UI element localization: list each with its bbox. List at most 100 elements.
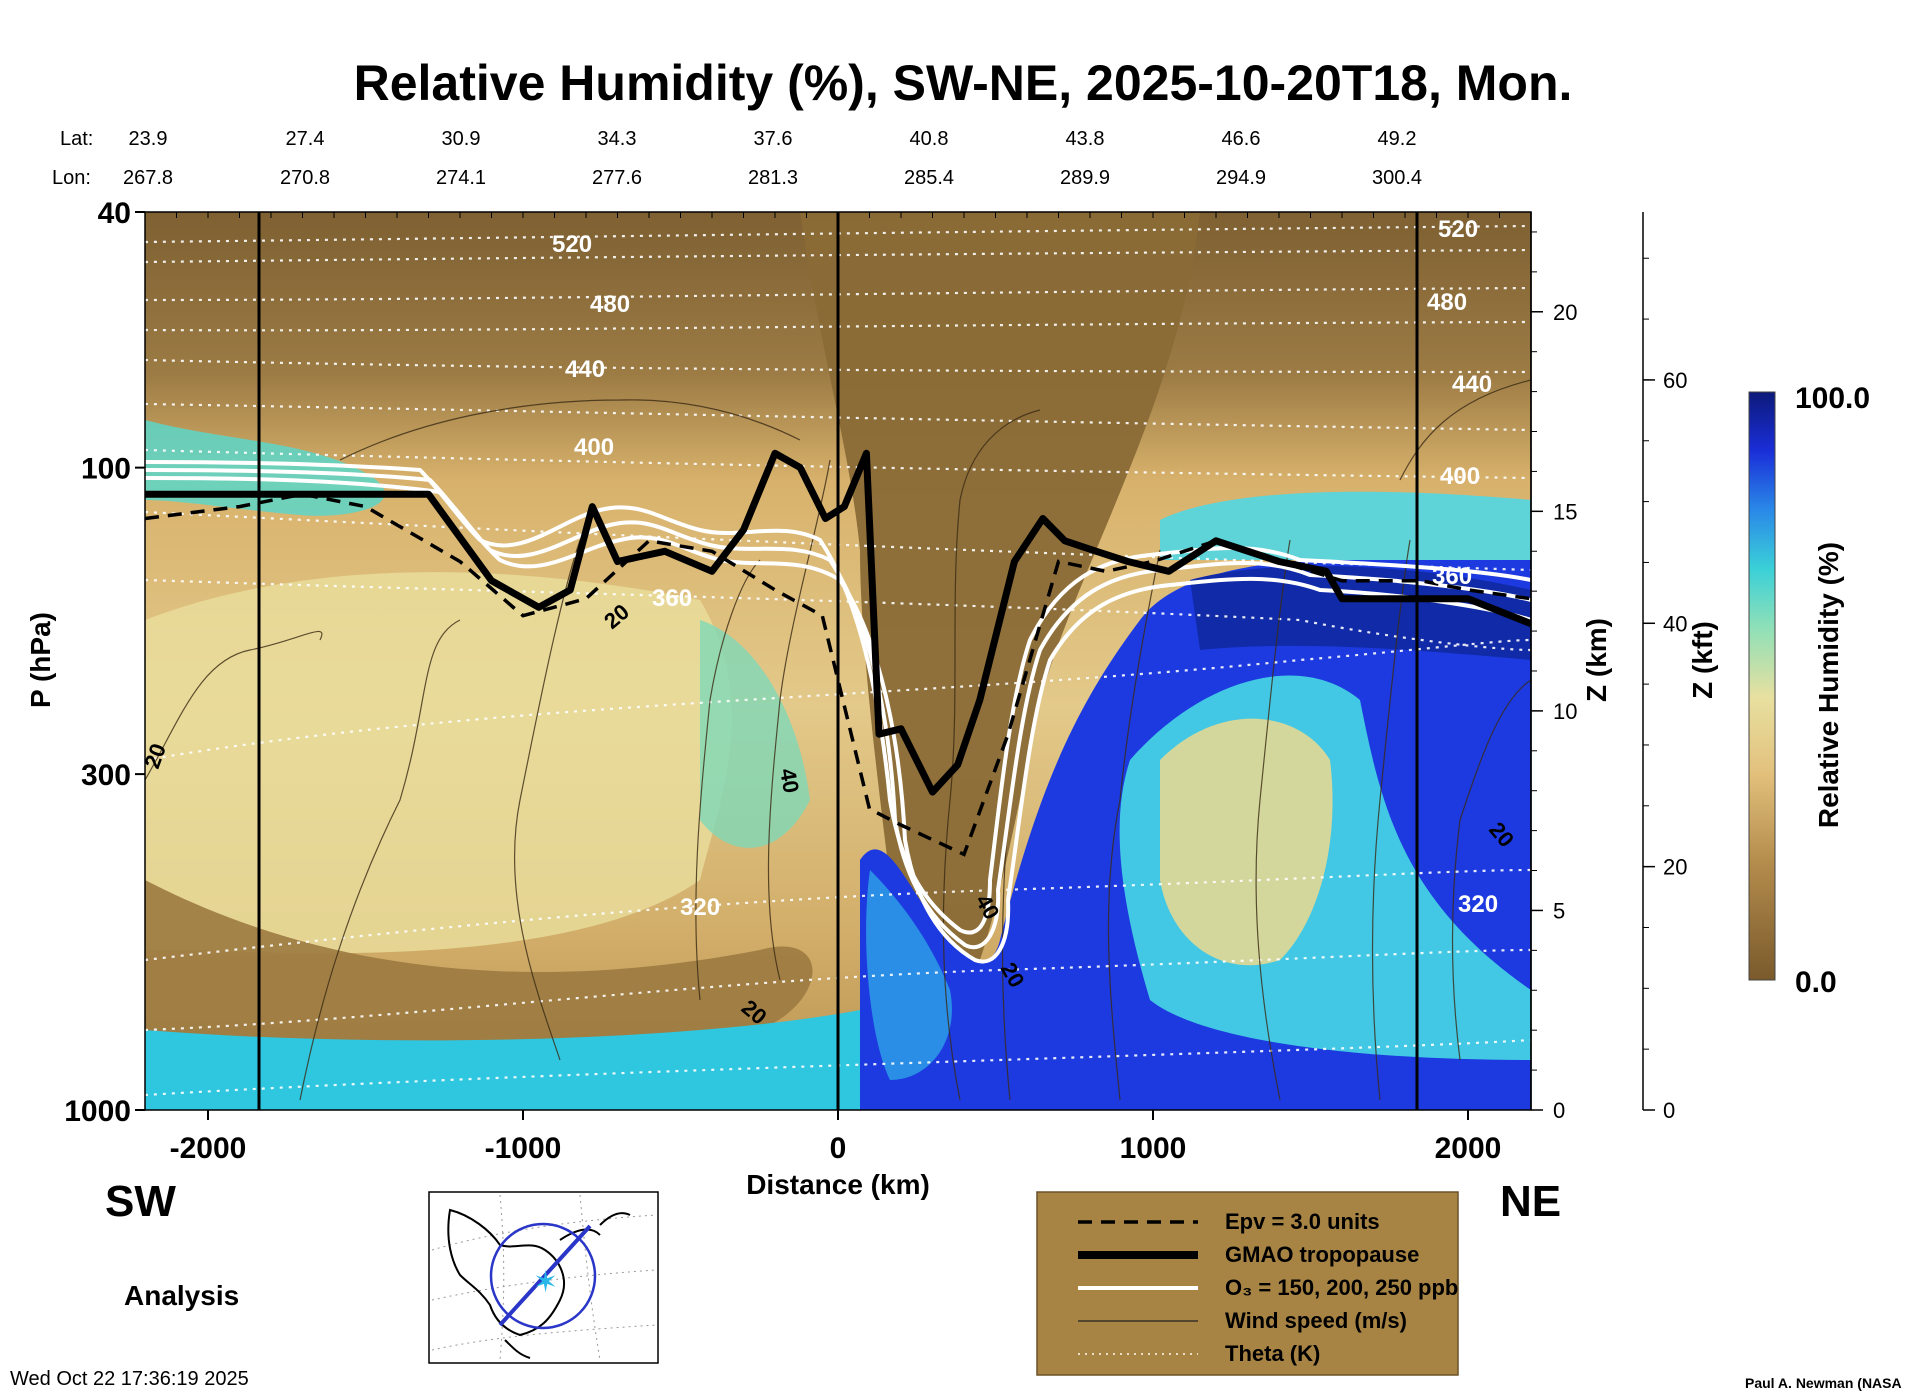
theta-label-520: 520 [552,231,592,258]
colorbar-max-label: 100.0 [1795,382,1870,415]
analysis-label: Analysis [124,1280,239,1311]
lon-value: 281.3 [748,167,798,189]
lat-lon-header: 23.9 27.4 30.9 34.3 37.6 40.8 43.8 46.6 49.2 267.… [123,128,1422,189]
z-km-tick-label: 0 [1553,1098,1565,1123]
wind-line [1399,379,1531,481]
lat-value: 37.6 [754,128,793,150]
y-tick-label: 1000 [64,1095,131,1128]
theta-line-320 [145,868,1531,962]
inset-transect-line [498,1224,592,1327]
x-tick-label: 1000 [1120,1132,1187,1165]
rh-navy-upper-right [1190,566,1531,660]
z-km-axis-label: Z (km) [1581,618,1612,702]
theta-line-480 [145,286,1531,302]
chart-title: Relative Humidity (%), SW-NE, 2025-10-20… [354,55,1573,111]
theta-line-360 [145,578,1531,652]
inset-graticule [579,1194,601,1361]
lat-value: 23.9 [129,128,168,150]
z-kft-axis: 0 20 40 60 [1643,257,1687,1123]
inset-graticule [499,1194,505,1361]
inset-map: ✶ [428,1191,659,1364]
lat-value: 46.6 [1222,128,1261,150]
inset-region-circle [489,1222,597,1330]
direction-label-sw: SW [105,1177,176,1226]
theta-line-460 [145,320,1531,332]
data-series [145,449,1531,857]
wind-line [299,619,461,1101]
theta-label-480-right: 480 [1427,289,1467,316]
colorbar-label: Relative Humidity (%) [1813,542,1844,828]
theta-line-310 [145,948,1531,1032]
z-km-tick-label: 10 [1553,699,1577,724]
x-axis: -2000 -1000 0 1000 2000 [144,212,1532,1165]
wind-line [145,630,323,781]
theta-label-440-right: 440 [1452,371,1492,398]
theta-label-400-right: 400 [1440,463,1480,490]
rh-brown-lower [145,880,813,1057]
lon-value: 274.1 [436,167,486,189]
z-kft-tick-label: 60 [1663,368,1687,393]
timestamp: Wed Oct 22 17:36:19 2025 [10,1368,249,1390]
theta-line-420 [145,402,1531,432]
theta-contours [145,224,1531,1097]
z-kft-tick-label: 40 [1663,611,1687,636]
theta-line-440 [145,358,1531,374]
inset-center-star: ✶ [533,1266,558,1299]
rh-light-band [145,572,732,954]
z-km-tick-label: 15 [1553,499,1577,524]
colorbar-min-label: 0.0 [1795,966,1837,999]
rh-cyan-lower [145,1010,890,1110]
y-axis-label: P (hPa) [25,612,56,708]
wind-line [695,559,761,1001]
lat-value: 43.8 [1066,128,1105,150]
credit-label: Paul A. Newman (NASA [1745,1375,1902,1391]
wind-line [767,459,831,981]
legend-wind: Wind speed (m/s) [1225,1308,1407,1333]
z-km-axis: 0 5 10 15 20 [1531,231,1577,1123]
z-km-tick-label: 20 [1553,300,1577,325]
theta-line-400 [145,448,1531,480]
lat-value: 30.9 [442,128,481,150]
theta-label-400: 400 [574,434,614,461]
direction-label-ne: NE [1500,1177,1561,1226]
theta-line-340 [145,638,1531,762]
lat-value: 27.4 [286,128,325,150]
lon-value: 277.6 [592,167,642,189]
lon-value: 267.8 [123,167,173,189]
lon-label: Lon: [52,167,91,189]
y-tick-label: 40 [98,197,131,230]
theta-label-320-right: 320 [1458,891,1498,918]
lat-value: 34.3 [598,128,637,150]
lat-label: Lat: [60,128,93,150]
wind-speed-contours [145,379,1531,1101]
legend-theta: Theta (K) [1225,1341,1320,1366]
inset-coastline [447,1208,631,1359]
y-tick-label: 100 [81,453,131,486]
theta-label-360: 360 [652,585,692,612]
lon-value: 289.9 [1060,167,1110,189]
wind-line [1107,549,1161,1101]
theta-label-520-right: 520 [1438,216,1478,243]
wind-line [1451,679,1531,1061]
z-kft-axis-label: Z (kft) [1687,621,1718,699]
z-kft-tick-label: 20 [1663,855,1687,880]
rh-yellow-right [1160,718,1333,966]
lon-value: 294.9 [1216,167,1266,189]
rh-cyan-upper-right [1160,491,1531,560]
z-km-tick-label: 5 [1553,898,1565,923]
plot-area [145,212,1531,1110]
theta-label-320: 320 [680,894,720,921]
colorbar [1748,391,1776,981]
wind-line [339,399,801,461]
z-kft-tick-label: 0 [1663,1098,1675,1123]
theta-line-520 [145,224,1531,244]
inset-graticule [431,1214,657,1251]
theta-line-380 [145,510,1531,572]
lon-value: 270.8 [280,167,330,189]
lon-value: 285.4 [904,167,954,189]
x-axis-label: Distance (km) [746,1169,930,1200]
theta-line-500 [145,248,1531,264]
rh-cyan-mid [700,620,810,848]
x-tick-label: -2000 [170,1132,247,1165]
